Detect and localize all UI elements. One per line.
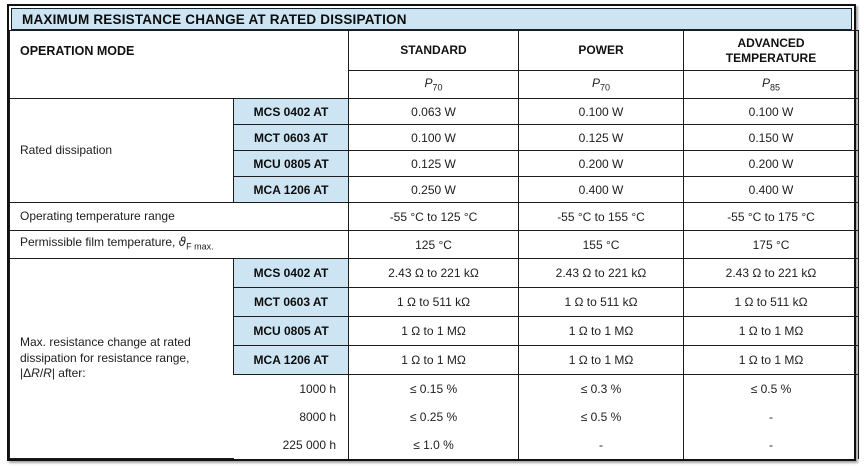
table-row: MCU 0805 AT 1 Ω to 1 MΩ 1 Ω to 1 MΩ 1 Ω …: [10, 316, 860, 346]
value-cell: 0.400 W: [683, 176, 860, 203]
value-cell: ≤ 0.5 %: [683, 374, 860, 403]
value-cell: 1 Ω to 511 kΩ: [348, 287, 520, 317]
value-cell: 1 Ω to 1 MΩ: [518, 345, 685, 375]
advanced-line1: ADVANCED: [737, 35, 805, 50]
advanced-line2: TEMPERATURE: [725, 50, 817, 65]
value-cell: 1 Ω to 1 MΩ: [683, 316, 860, 346]
value-cell: 0.150 W: [683, 124, 860, 151]
value-cell: 0.100 W: [518, 98, 685, 125]
value-cell: ≤ 0.25 %: [348, 402, 520, 431]
value-cell: ≤ 0.3 %: [518, 374, 685, 403]
value-cell: 1 Ω to 1 MΩ: [518, 316, 685, 346]
table-row: Permissible film temperature, ϑF max. 12…: [8, 230, 860, 259]
value-cell: 0.400 W: [518, 176, 685, 203]
theta-subscript: F max.: [186, 241, 214, 252]
table-row: 8000 h ≤ 0.25 % ≤ 0.5 % -: [10, 402, 860, 431]
dr-suffix: | after:: [51, 366, 86, 381]
model-badge: MCA 1206 AT: [232, 176, 350, 203]
row-label-operating-temperature: Operating temperature range: [8, 202, 350, 231]
row-label-film-temperature: Permissible film temperature, ϑF max.: [8, 230, 350, 259]
model-badge: MCU 0805 AT: [232, 150, 350, 177]
value-cell: 1 Ω to 1 MΩ: [683, 345, 860, 375]
p-subscript: 70: [600, 82, 611, 93]
value-cell: 1 Ω to 511 kΩ: [518, 287, 685, 317]
value-cell: 0.250 W: [348, 176, 520, 203]
value-cell: 2.43 Ω to 221 kΩ: [348, 258, 520, 288]
value-cell: 1 Ω to 1 MΩ: [348, 345, 520, 375]
value-cell: 175 °C: [683, 230, 860, 259]
dr-slash: /: [39, 366, 44, 381]
value-cell: 0.200 W: [518, 150, 685, 177]
value-cell: ≤ 0.5 %: [518, 402, 685, 431]
table-row: 1000 h ≤ 0.15 % ≤ 0.3 % ≤ 0.5 %: [10, 374, 860, 403]
value-cell: 125 °C: [348, 230, 520, 259]
value-cell: 0.125 W: [518, 124, 685, 151]
row-label-resistance-change: Max. resistance change at rated dissipat…: [9, 258, 234, 459]
row-label-rated-dissipation: Rated dissipation: [9, 98, 234, 203]
column-header-operation-mode: OPERATION MODE: [8, 30, 350, 99]
table-row: MCU 0805 AT 0.125 W 0.200 W 0.200 W: [10, 150, 860, 177]
model-badge: MCT 0603 AT: [232, 287, 350, 317]
table-row: Max. resistance change at rated dissipat…: [9, 258, 860, 459]
table-row: Operating temperature range -55 °C to 12…: [8, 202, 860, 231]
value-cell: 0.200 W: [683, 150, 860, 177]
table-row: Rated dissipation MCS 0402 AT 0.063 W 0.…: [9, 98, 860, 203]
value-cell: -55 °C to 155 °C: [518, 202, 685, 231]
value-cell: 0.100 W: [683, 98, 860, 125]
p-subscript: 85: [770, 82, 781, 93]
value-cell: -55 °C to 175 °C: [683, 202, 860, 231]
table-row: MCA 1206 AT 1 Ω to 1 MΩ 1 Ω to 1 MΩ 1 Ω …: [10, 345, 860, 375]
model-badge: MCT 0603 AT: [232, 124, 350, 151]
value-cell: -: [518, 430, 685, 459]
p-symbol: P: [762, 76, 771, 91]
time-label: 225 000 h: [233, 430, 350, 459]
value-cell: 1 Ω to 511 kΩ: [683, 287, 860, 317]
subheader-p85-advanced: P85: [683, 70, 860, 99]
model-badge: MCS 0402 AT: [232, 98, 350, 125]
column-header-advanced-temperature: ADVANCED TEMPERATURE: [683, 30, 860, 71]
table-title: MAXIMUM RESISTANCE CHANGE AT RATED DISSI…: [11, 8, 852, 30]
table-row: 225 000 h ≤ 1.0 % - -: [10, 430, 860, 459]
value-cell: 0.100 W: [348, 124, 520, 151]
column-header-power: POWER: [518, 30, 685, 71]
value-cell: -: [683, 430, 860, 459]
value-cell: -: [683, 402, 860, 431]
value-cell: 2.43 Ω to 221 kΩ: [683, 258, 860, 288]
p-symbol: P: [424, 76, 433, 91]
dr-prefix: |Δ: [20, 366, 32, 381]
table-row: MCT 0603 AT 0.100 W 0.125 W 0.150 W: [10, 124, 860, 151]
subheader-p70-power: P70: [518, 70, 685, 99]
model-badge: MCU 0805 AT: [232, 316, 350, 346]
time-label: 1000 h: [233, 374, 350, 403]
subheader-p70-standard: P70: [348, 70, 520, 99]
value-cell: 0.063 W: [348, 98, 520, 125]
theta-symbol: ϑ: [178, 235, 187, 250]
column-header-standard: STANDARD: [348, 30, 520, 71]
model-badge: MCA 1206 AT: [232, 345, 350, 375]
value-cell: ≤ 1.0 %: [348, 430, 520, 459]
resistance-label-text: Max. resistance change at rated dissipat…: [20, 335, 191, 365]
table-row: MCA 1206 AT 0.250 W 0.400 W 0.400 W: [10, 176, 860, 203]
value-cell: 155 °C: [518, 230, 685, 259]
value-cell: 2.43 Ω to 221 kΩ: [518, 258, 685, 288]
p-subscript: 70: [432, 82, 443, 93]
value-cell: -55 °C to 125 °C: [348, 202, 520, 231]
spec-table: OPERATION MODE STANDARD POWER ADVANCED T…: [8, 30, 860, 459]
value-cell: 1 Ω to 1 MΩ: [348, 316, 520, 346]
dr-r2: R: [43, 366, 52, 381]
delta-r-expression: |ΔR/R| after:: [20, 366, 227, 382]
table-row: MCT 0603 AT 1 Ω to 511 kΩ 1 Ω to 511 kΩ …: [10, 287, 860, 317]
resistance-spec-panel: MAXIMUM RESISTANCE CHANGE AT RATED DISSI…: [7, 4, 860, 461]
model-badge: MCS 0402 AT: [232, 258, 350, 288]
film-label-text: Permissible film temperature,: [20, 235, 179, 250]
p-symbol: P: [592, 76, 601, 91]
dr-r1: R: [31, 366, 40, 381]
value-cell: 0.125 W: [348, 150, 520, 177]
value-cell: ≤ 0.15 %: [348, 374, 520, 403]
time-label: 8000 h: [233, 402, 350, 431]
